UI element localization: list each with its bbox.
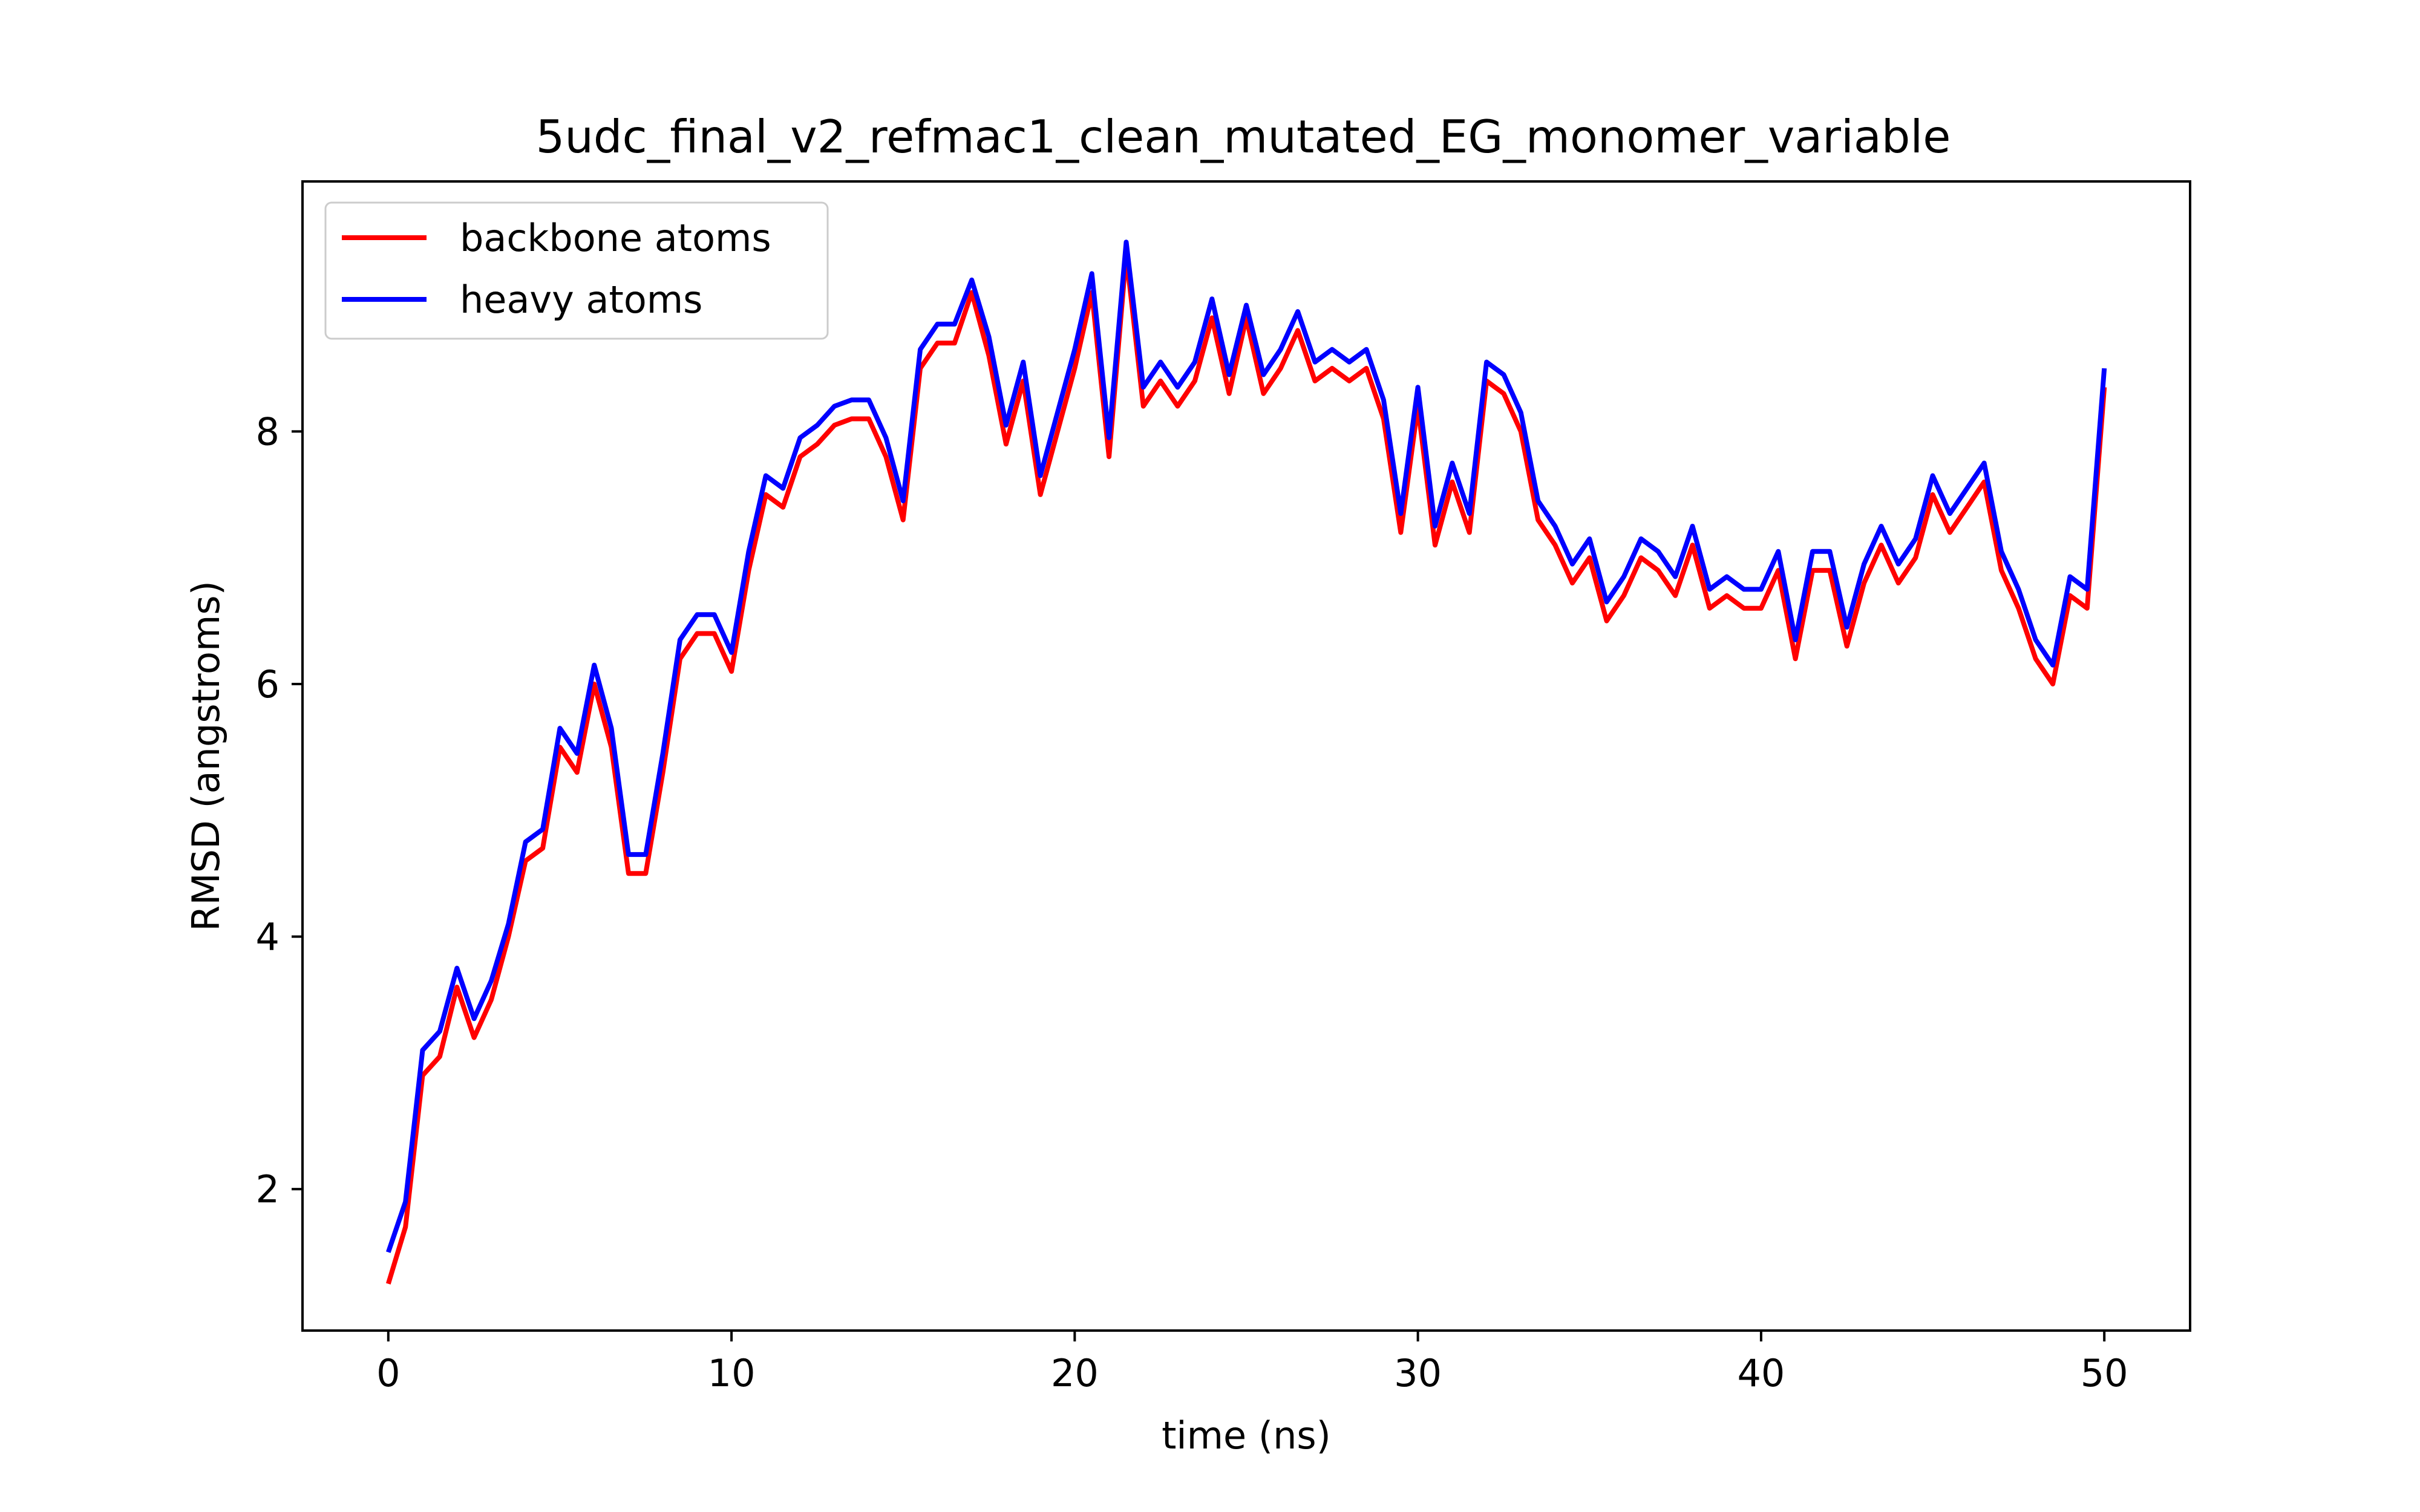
x-tick-label: 10 — [708, 1351, 756, 1395]
plot-frame — [301, 180, 2191, 1332]
legend: backbone atoms heavy atoms — [324, 201, 829, 340]
y-tick-label: 2 — [256, 1167, 280, 1211]
x-tick-label: 0 — [376, 1351, 400, 1395]
y-tick-label: 8 — [256, 409, 280, 454]
x-axis-label: time (ns) — [1162, 1413, 1331, 1458]
legend-label-backbone: backbone atoms — [460, 216, 771, 260]
y-axis: 2 4 6 8 — [256, 409, 302, 1211]
y-axis-label: RMSD (angstroms) — [184, 581, 228, 931]
legend-label-heavy: heavy atoms — [460, 278, 702, 322]
x-tick-label: 40 — [1737, 1351, 1785, 1395]
y-tick-label: 6 — [256, 662, 280, 706]
series-line-backbone — [385, 252, 2107, 1285]
y-tick-label: 4 — [256, 915, 280, 959]
series-layer — [385, 240, 2107, 1285]
x-tick-label: 20 — [1051, 1351, 1099, 1395]
x-tick-label: 30 — [1394, 1351, 1442, 1395]
legend-frame — [324, 201, 829, 340]
chart-title: 5udc_final_v2_refmac1_clean_mutated_EG_m… — [536, 110, 1951, 163]
x-axis: 0 10 20 30 40 50 — [376, 1331, 2128, 1395]
series-line-heavy — [386, 240, 2107, 1253]
x-tick-label: 50 — [2081, 1351, 2128, 1395]
